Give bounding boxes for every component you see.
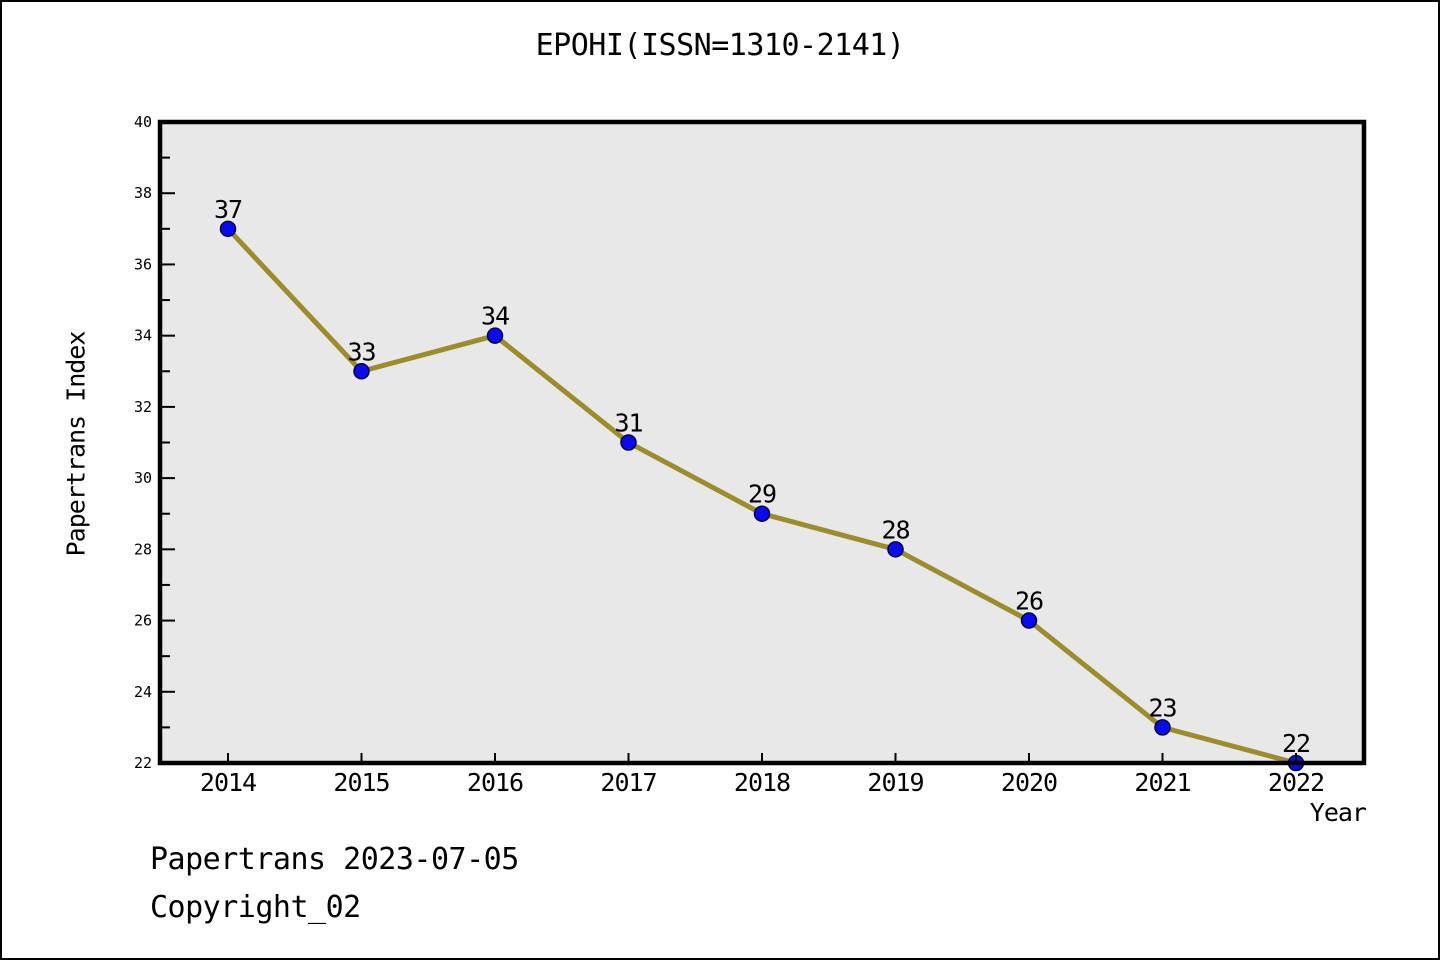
data-point-2021	[1154, 719, 1171, 736]
footer-date: Papertrans 2023-07-05	[150, 842, 519, 877]
x-tick-label: 2022	[1268, 768, 1324, 797]
x-tick-label: 2018	[734, 768, 790, 797]
data-point-2017	[620, 434, 637, 451]
chart-title: EPOHI(ISSN=1310-2141)	[535, 28, 905, 63]
data-point-label: 22	[1282, 729, 1310, 758]
data-point-2014	[219, 220, 237, 238]
x-tick-label: 2017	[600, 768, 656, 797]
data-point-label: 33	[347, 337, 375, 366]
plot-area	[160, 122, 1364, 763]
data-point-2018	[753, 505, 771, 522]
data-point-label: 28	[881, 515, 909, 544]
x-tick-label: 2019	[867, 768, 923, 797]
x-tick-label: 2014	[200, 768, 256, 797]
y-tick-label: 24	[134, 683, 152, 701]
y-tick-label: 40	[134, 113, 152, 131]
y-tick-label: 36	[134, 255, 152, 273]
x-tick-label: 2021	[1134, 768, 1190, 797]
data-point-2016	[486, 327, 504, 344]
data-point-label: 26	[1015, 587, 1043, 616]
x-tick-label: 2020	[1001, 768, 1057, 797]
footer-copyright: Copyright_02	[150, 890, 361, 925]
data-point-label: 29	[748, 480, 776, 509]
data-point-label: 37	[214, 195, 242, 224]
y-tick-label: 32	[134, 398, 152, 416]
data-point-2019	[887, 541, 904, 558]
y-axis-label: Papertrans Index	[61, 331, 91, 557]
x-axis-label: Year	[1309, 798, 1367, 827]
x-tick-label: 2015	[333, 768, 389, 797]
data-point-label: 31	[614, 409, 642, 438]
y-tick-label: 34	[134, 327, 152, 345]
x-tick-label: 2016	[467, 768, 523, 797]
data-point-label: 23	[1148, 693, 1176, 722]
y-tick-label: 28	[134, 540, 152, 558]
data-point-2015	[353, 363, 370, 380]
y-tick-label: 38	[134, 184, 152, 202]
y-tick-label: 22	[134, 754, 152, 772]
y-tick-label: 26	[134, 612, 152, 630]
data-point-2020	[1020, 612, 1038, 629]
data-point-label: 34	[481, 302, 509, 331]
plot-frame	[157, 119, 1367, 766]
y-tick-label: 30	[134, 469, 152, 487]
